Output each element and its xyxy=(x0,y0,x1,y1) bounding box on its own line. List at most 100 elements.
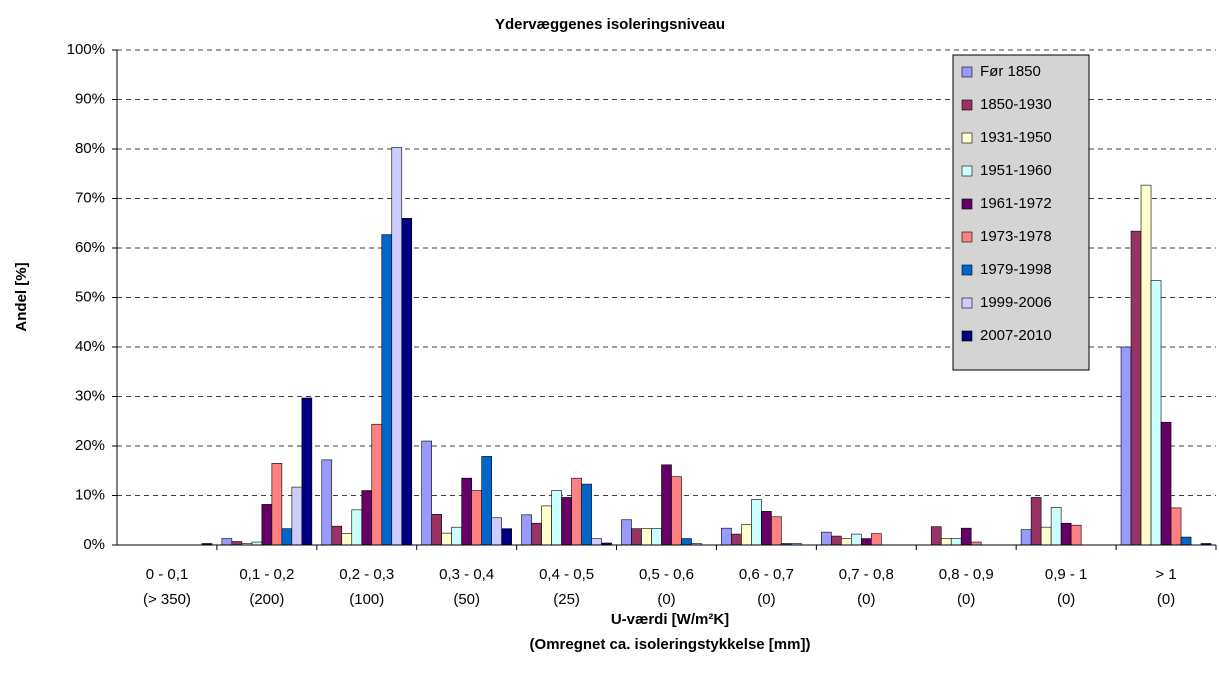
bar xyxy=(391,147,403,546)
chart-title: Ydervæggenes isoleringsniveau xyxy=(495,16,725,33)
bar xyxy=(721,527,732,546)
legend-label: 1973-1978 xyxy=(980,228,1052,245)
bar xyxy=(631,528,642,546)
y-tick-label: 80% xyxy=(75,140,105,157)
x-tick-label: 0,7 - 0,8 xyxy=(839,566,894,583)
bar xyxy=(321,459,333,546)
bar xyxy=(1050,507,1062,546)
y-tick-label: 70% xyxy=(75,189,105,206)
bar xyxy=(1170,507,1182,546)
legend-label: Før 1850 xyxy=(980,63,1041,80)
y-axis-title: Andel [%] xyxy=(13,262,30,331)
bar xyxy=(861,538,872,546)
legend-label: 1951-1960 xyxy=(980,162,1052,179)
bar xyxy=(1070,524,1082,546)
bar xyxy=(301,397,313,546)
y-tick-label: 20% xyxy=(75,437,105,454)
y-tick-label: 0% xyxy=(83,536,105,553)
bar xyxy=(681,538,692,546)
bar xyxy=(641,528,652,546)
bar xyxy=(741,524,752,546)
legend-swatch xyxy=(961,165,973,177)
bar xyxy=(831,535,842,546)
x-tick-label: 0,3 - 0,4 xyxy=(439,566,494,583)
legend-box xyxy=(952,54,1090,371)
bar xyxy=(421,440,432,546)
x-tick-sublabel: (0) xyxy=(757,591,775,608)
bar xyxy=(841,538,852,546)
bar xyxy=(1030,497,1042,546)
bar xyxy=(501,528,512,546)
bar xyxy=(821,531,832,546)
x-axis-subtitle: (Omregnet ca. isoleringstykkelse [mm]) xyxy=(530,636,811,653)
bar xyxy=(371,423,383,546)
bar xyxy=(1120,346,1132,546)
x-tick-sublabel: (200) xyxy=(249,591,284,608)
bar xyxy=(491,517,502,546)
bar xyxy=(950,538,962,546)
bar xyxy=(1040,526,1052,546)
bar xyxy=(521,514,532,546)
x-tick-sublabel: (100) xyxy=(349,591,384,608)
bar xyxy=(940,538,952,546)
bar xyxy=(751,499,762,546)
legend-swatch xyxy=(961,330,973,342)
bar xyxy=(581,483,592,546)
bar xyxy=(401,218,413,546)
y-tick-label: 50% xyxy=(75,288,105,305)
x-tick-sublabel: (0) xyxy=(957,591,975,608)
bar xyxy=(851,533,862,546)
bar xyxy=(531,522,542,546)
bar xyxy=(431,514,442,546)
bar xyxy=(351,509,363,546)
x-tick-label: 0,5 - 0,6 xyxy=(639,566,694,583)
x-tick-label: 0,4 - 0,5 xyxy=(539,566,594,583)
bar xyxy=(960,527,972,546)
bar xyxy=(661,464,672,546)
bar xyxy=(651,528,662,546)
x-tick-label: 0,8 - 0,9 xyxy=(939,566,994,583)
bar xyxy=(461,477,472,546)
bar xyxy=(471,490,482,546)
bar xyxy=(731,533,742,546)
x-tick-sublabel: (0) xyxy=(1157,591,1175,608)
x-tick-sublabel: (50) xyxy=(453,591,480,608)
bar xyxy=(1140,184,1152,546)
x-tick-label: 0,6 - 0,7 xyxy=(739,566,794,583)
legend-swatch xyxy=(961,66,973,78)
bar xyxy=(341,533,353,546)
legend-swatch xyxy=(961,297,973,309)
bar xyxy=(1160,421,1172,546)
bar xyxy=(231,541,243,546)
bar xyxy=(671,476,682,546)
y-tick-label: 90% xyxy=(75,90,105,107)
x-tick-label: 0,2 - 0,3 xyxy=(339,566,394,583)
bar xyxy=(571,477,582,546)
bar xyxy=(761,511,772,546)
bar xyxy=(1180,536,1192,546)
legend-label: 1961-1972 xyxy=(980,195,1052,212)
bar xyxy=(1020,529,1032,546)
bar xyxy=(291,486,303,546)
bar xyxy=(1150,280,1162,546)
legend-label: 2007-2010 xyxy=(980,327,1052,344)
legend-swatch xyxy=(961,132,973,144)
x-axis-title: U-værdi [W/m²K] xyxy=(611,611,729,628)
y-tick-label: 60% xyxy=(75,239,105,256)
y-tick-label: 100% xyxy=(67,41,105,58)
y-tick-label: 10% xyxy=(75,486,105,503)
legend-label: 1850-1930 xyxy=(980,96,1052,113)
bar xyxy=(481,456,492,546)
bar xyxy=(930,526,942,546)
y-tick-label: 40% xyxy=(75,338,105,355)
x-tick-sublabel: (0) xyxy=(657,591,675,608)
bar xyxy=(621,519,632,546)
bar xyxy=(271,463,283,546)
x-tick-label: > 1 xyxy=(1155,566,1176,583)
x-tick-sublabel: (25) xyxy=(553,591,580,608)
bar xyxy=(331,525,343,546)
bar xyxy=(361,490,373,546)
bar xyxy=(221,538,233,546)
bar xyxy=(1060,522,1072,546)
